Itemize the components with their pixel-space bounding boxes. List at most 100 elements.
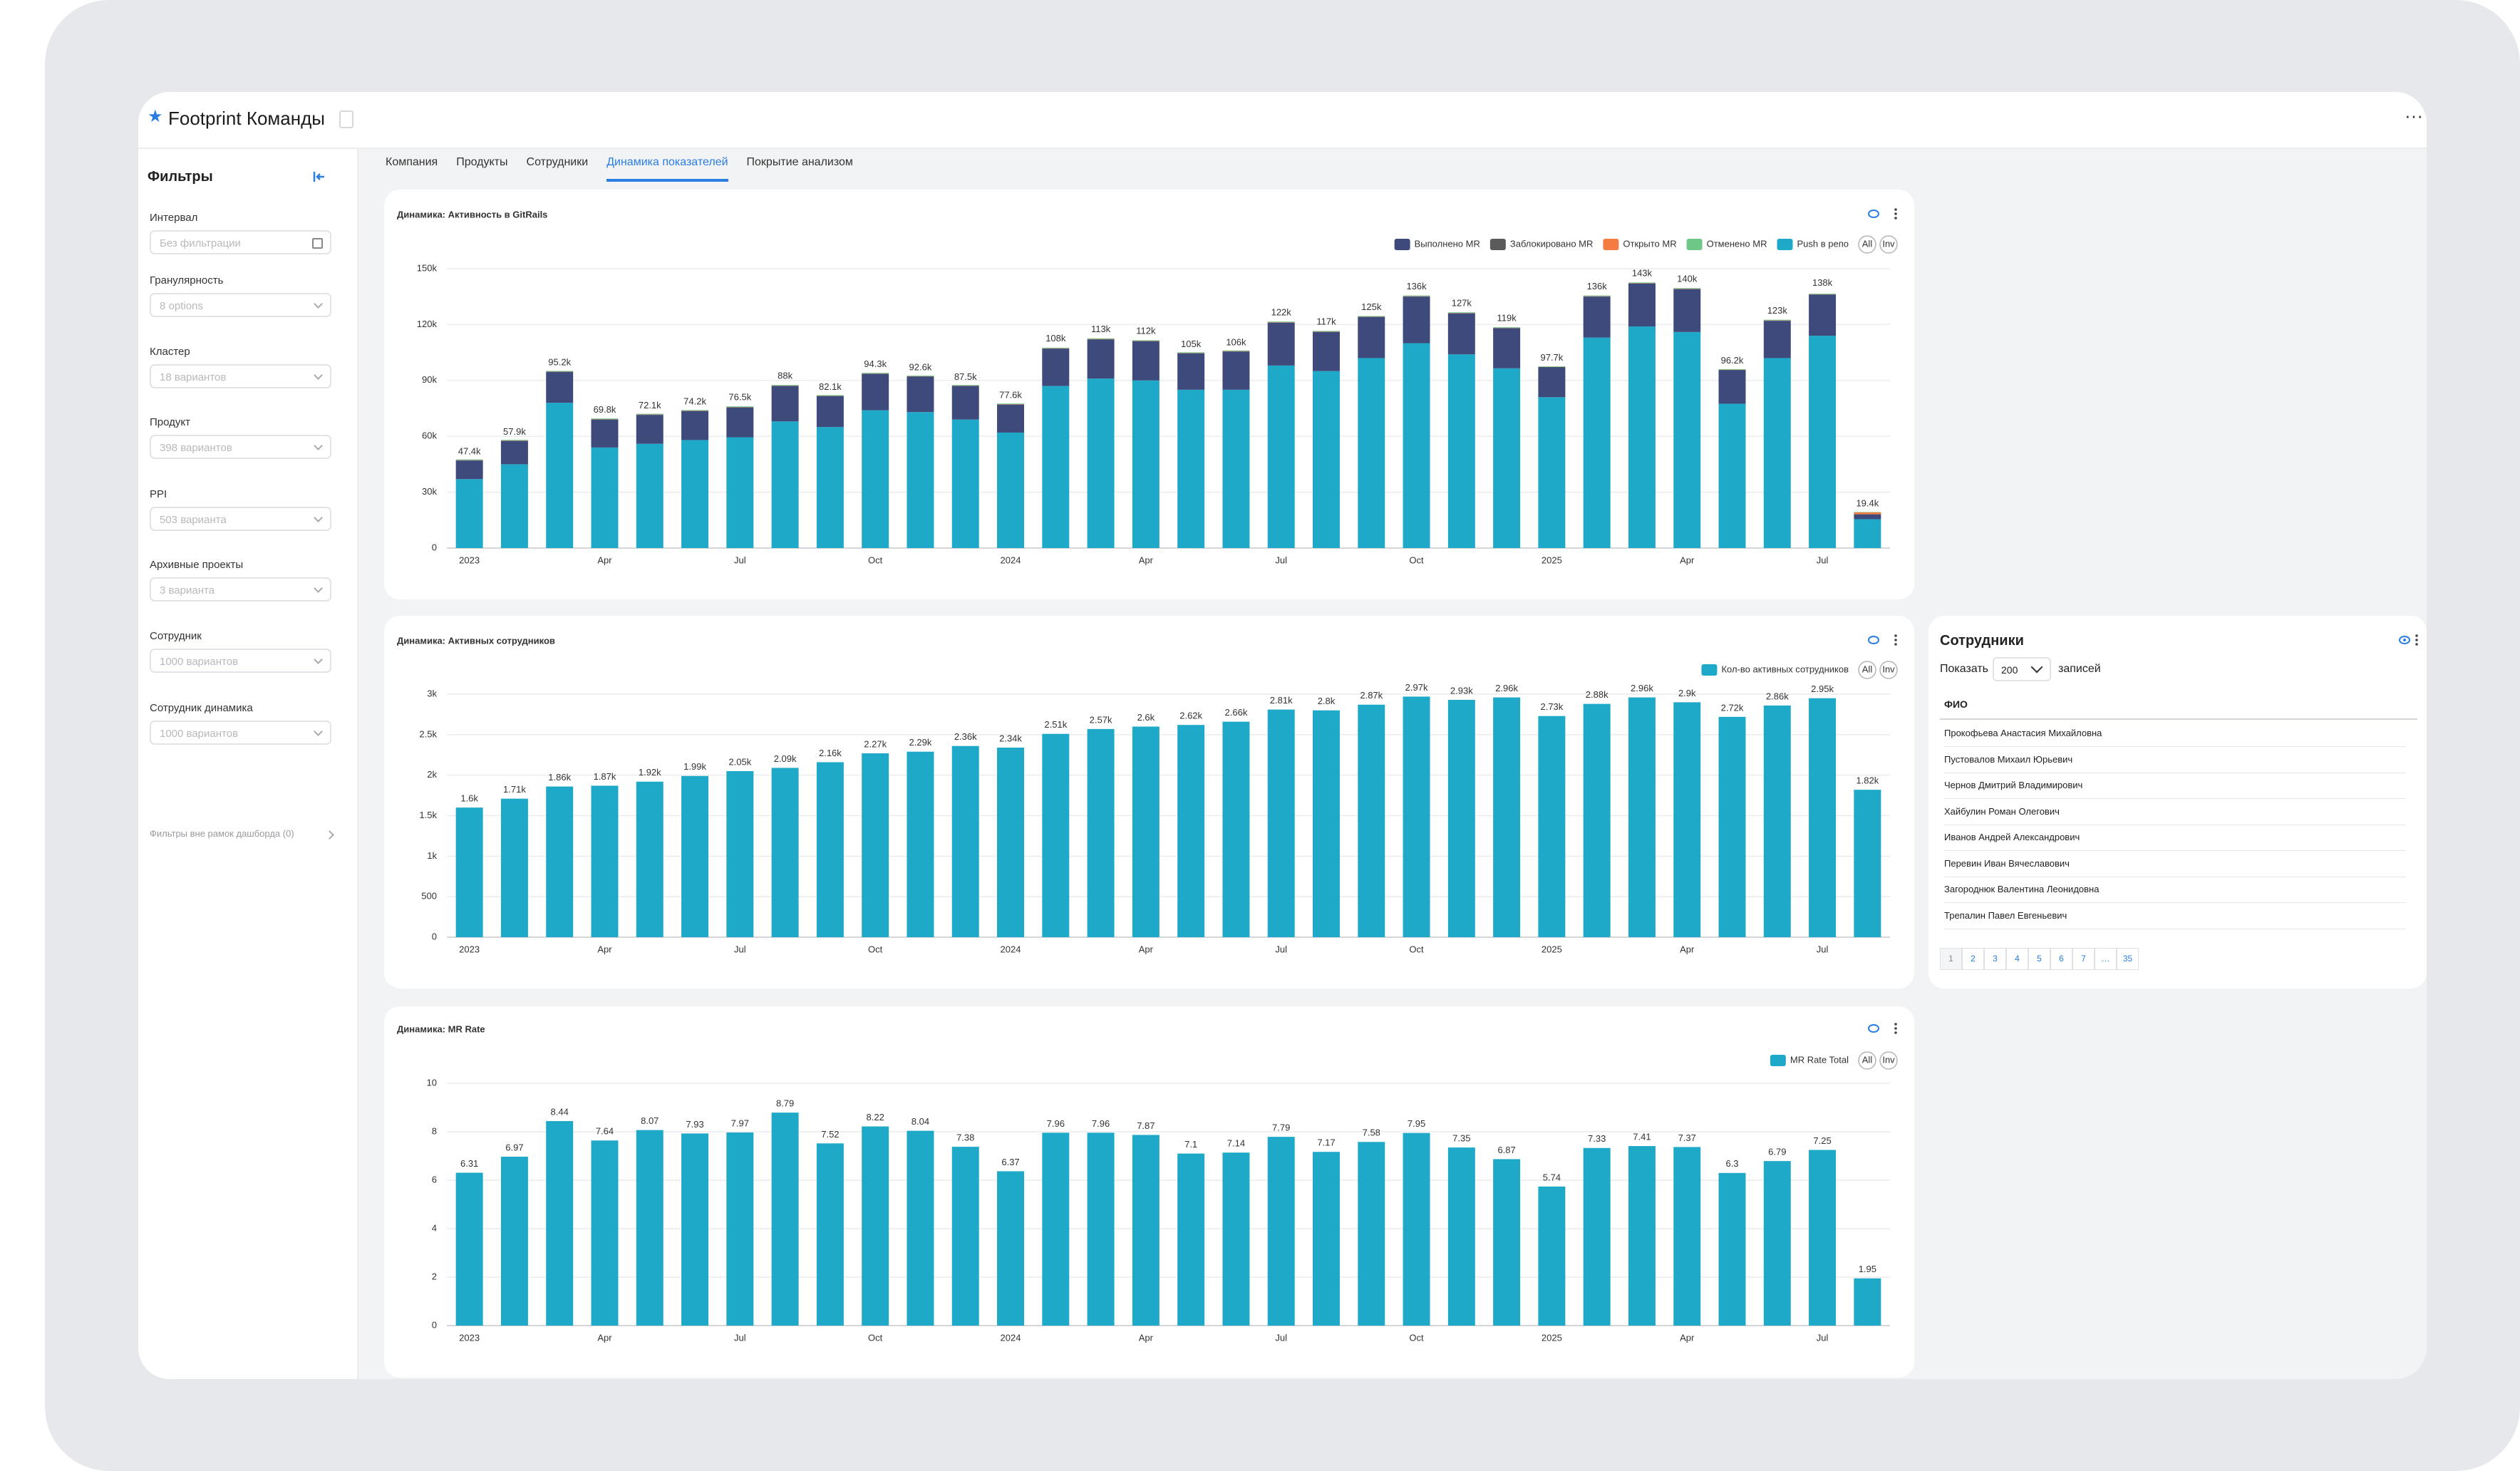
bar (546, 403, 574, 548)
filter-placeholder: 1000 вариантов (160, 728, 239, 740)
legend-button-ring[interactable] (1858, 661, 1876, 679)
legend-label[interactable]: Кол-во активных сотрудников (1721, 664, 1849, 674)
filter-input[interactable]: Без фильтрации (150, 230, 331, 254)
bar (1358, 1142, 1385, 1326)
legend-label[interactable]: Push в репо (1797, 238, 1849, 249)
legend-swatch[interactable] (1394, 239, 1410, 250)
card-icons[interactable] (2399, 633, 2420, 647)
filter-input[interactable]: 18 вариантов (150, 364, 331, 388)
total-label: 82.1k (819, 381, 842, 392)
menu-dot[interactable] (1894, 1023, 1897, 1026)
legend-swatch[interactable] (1489, 239, 1506, 250)
favorite-star[interactable]: ★ (148, 107, 163, 126)
legend-button-ring[interactable] (1858, 1051, 1876, 1070)
tab[interactable]: Продукты (456, 156, 508, 168)
filter-input[interactable]: 8 options (150, 293, 331, 317)
page-button[interactable]: … (2095, 948, 2117, 970)
legend-button-ring[interactable] (1879, 1051, 1898, 1070)
legend-label[interactable]: MR Rate Total (1790, 1054, 1849, 1065)
legend-button[interactable]: Inv (1882, 238, 1895, 249)
menu-dot[interactable] (1894, 217, 1897, 220)
x-tick-label: Jul (1817, 554, 1829, 565)
total-label: 112k (1136, 326, 1156, 336)
filter-input[interactable]: 1000 вариантов (150, 649, 331, 673)
tab[interactable]: Покрытие анализом (746, 156, 853, 168)
legend-button-ring[interactable] (1879, 235, 1898, 254)
bar (455, 460, 483, 461)
employees-card: Сотрудники Показать 200 записей ФИО Прок… (1928, 616, 2427, 989)
bar (771, 768, 799, 937)
value-label: 1.87k (594, 771, 616, 782)
filter-label: Интервал (150, 212, 198, 224)
x-tick-label: Apr (597, 1332, 612, 1343)
total-label: 119k (1497, 312, 1517, 323)
tab[interactable]: Компания (386, 156, 438, 168)
column-header[interactable]: ФИО (1944, 698, 1968, 710)
y-tick-label: 3k (427, 688, 437, 698)
x-tick-label: Apr (1139, 554, 1154, 565)
filter-input[interactable]: 1000 вариантов (150, 721, 331, 745)
legend-label[interactable]: Открыто MR (1623, 238, 1676, 249)
eye-icon[interactable] (1868, 210, 1879, 218)
x-tick-label: 2023 (459, 1332, 480, 1343)
legend-swatch[interactable] (1777, 239, 1793, 250)
bar (500, 440, 528, 441)
outside-filters[interactable]: Фильтры вне рамок дашборда (0) (150, 828, 294, 839)
page-size-select[interactable]: 200 (1993, 657, 2051, 681)
filter-label: Кластер (150, 346, 190, 358)
legend-button[interactable]: All (1862, 238, 1873, 249)
legend-swatch[interactable] (1770, 1055, 1786, 1066)
legend-button[interactable]: All (1862, 1054, 1873, 1065)
page-button[interactable]: 7 (2072, 948, 2095, 970)
page-button[interactable]: 4 (2006, 948, 2028, 970)
collapse-button[interactable] (312, 170, 325, 183)
menu-dot[interactable] (1894, 634, 1897, 637)
menu-dot[interactable] (1894, 208, 1897, 211)
menu-dot[interactable] (1894, 639, 1897, 641)
filter-input[interactable]: 503 варианта (150, 507, 331, 531)
bar (1809, 294, 1837, 336)
eye-icon[interactable] (1868, 1024, 1879, 1033)
bar (997, 748, 1024, 937)
bar (997, 404, 1024, 433)
legend-button-ring[interactable] (1879, 661, 1898, 679)
legend-button[interactable]: All (1862, 664, 1873, 674)
legend-swatch[interactable] (1603, 239, 1619, 250)
menu-dot[interactable] (1894, 1027, 1897, 1030)
table-row: Трепалин Павел Евгеньевич (1944, 903, 2406, 929)
bar (546, 371, 574, 373)
legend-button-ring[interactable] (1858, 235, 1876, 254)
page-button[interactable]: 3 (1984, 948, 2006, 970)
filter-input[interactable]: 3 варианта (150, 577, 331, 602)
bar (1132, 726, 1160, 937)
legend-swatch[interactable] (1701, 664, 1718, 676)
filter-input[interactable]: 398 вариантов (150, 435, 331, 459)
total-label: 95.2k (548, 357, 571, 368)
page-button[interactable]: 6 (2050, 948, 2072, 970)
menu-button[interactable]: ··· (2405, 105, 2423, 126)
page-button[interactable]: 2 (1962, 948, 1984, 970)
page-button[interactable]: 35 (2117, 948, 2139, 970)
menu-dot[interactable] (1894, 1031, 1897, 1034)
legend-label[interactable]: Выполнено MR (1415, 238, 1480, 249)
legend: MR Rate Total All Inv (1770, 1051, 1898, 1070)
tab[interactable]: Динамика показателей (606, 156, 728, 182)
bar (1583, 337, 1611, 548)
bar (681, 411, 709, 440)
legend-button[interactable]: Inv (1882, 664, 1895, 674)
doc-icon[interactable] (339, 110, 353, 128)
legend-button[interactable]: Inv (1882, 1054, 1895, 1065)
bar (1583, 296, 1611, 297)
bar (636, 1130, 663, 1326)
page-button[interactable]: 5 (2028, 948, 2050, 970)
legend-label[interactable]: Заблокировано MR (1510, 238, 1594, 249)
menu-dot[interactable] (1894, 212, 1897, 215)
chevron (314, 727, 323, 736)
legend-swatch[interactable] (1686, 239, 1703, 250)
page-button[interactable]: 1 (1940, 948, 1962, 970)
legend-label[interactable]: Отменено MR (1707, 238, 1767, 249)
tab[interactable]: Сотрудники (526, 156, 589, 168)
y-tick-label: 2 (432, 1271, 437, 1281)
menu-dot[interactable] (1894, 643, 1897, 646)
eye-icon[interactable] (1868, 636, 1879, 644)
